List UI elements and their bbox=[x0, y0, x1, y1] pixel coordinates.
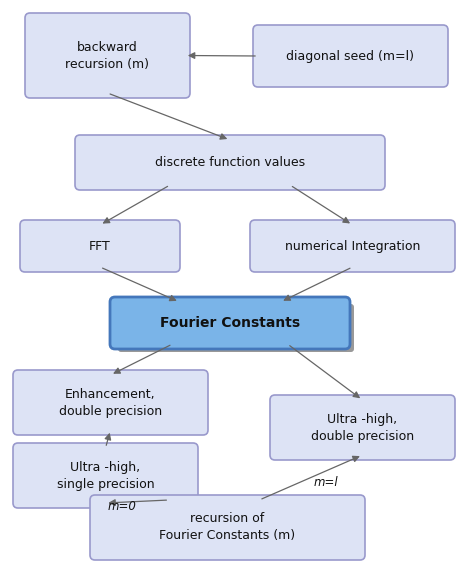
FancyBboxPatch shape bbox=[250, 220, 455, 272]
Text: diagonal seed (m=l): diagonal seed (m=l) bbox=[286, 50, 414, 63]
FancyBboxPatch shape bbox=[90, 495, 365, 560]
Text: m=l: m=l bbox=[314, 476, 338, 489]
Text: Ultra -high,
single precision: Ultra -high, single precision bbox=[57, 460, 155, 490]
FancyBboxPatch shape bbox=[118, 304, 354, 352]
FancyBboxPatch shape bbox=[13, 370, 208, 435]
Text: FFT: FFT bbox=[89, 240, 111, 253]
FancyBboxPatch shape bbox=[253, 25, 448, 87]
FancyBboxPatch shape bbox=[25, 13, 190, 98]
FancyBboxPatch shape bbox=[13, 443, 198, 508]
Text: discrete function values: discrete function values bbox=[155, 156, 305, 169]
Text: m=0: m=0 bbox=[108, 500, 137, 513]
FancyBboxPatch shape bbox=[75, 135, 385, 190]
FancyBboxPatch shape bbox=[270, 395, 455, 460]
FancyBboxPatch shape bbox=[110, 297, 350, 349]
Text: recursion of
Fourier Constants (m): recursion of Fourier Constants (m) bbox=[159, 513, 296, 542]
Text: Ultra -high,
double precision: Ultra -high, double precision bbox=[311, 413, 414, 443]
Text: Enhancement,
double precision: Enhancement, double precision bbox=[59, 387, 162, 418]
Text: backward
recursion (m): backward recursion (m) bbox=[65, 40, 149, 71]
FancyBboxPatch shape bbox=[20, 220, 180, 272]
Text: numerical Integration: numerical Integration bbox=[285, 240, 420, 253]
Text: Fourier Constants: Fourier Constants bbox=[160, 316, 300, 330]
